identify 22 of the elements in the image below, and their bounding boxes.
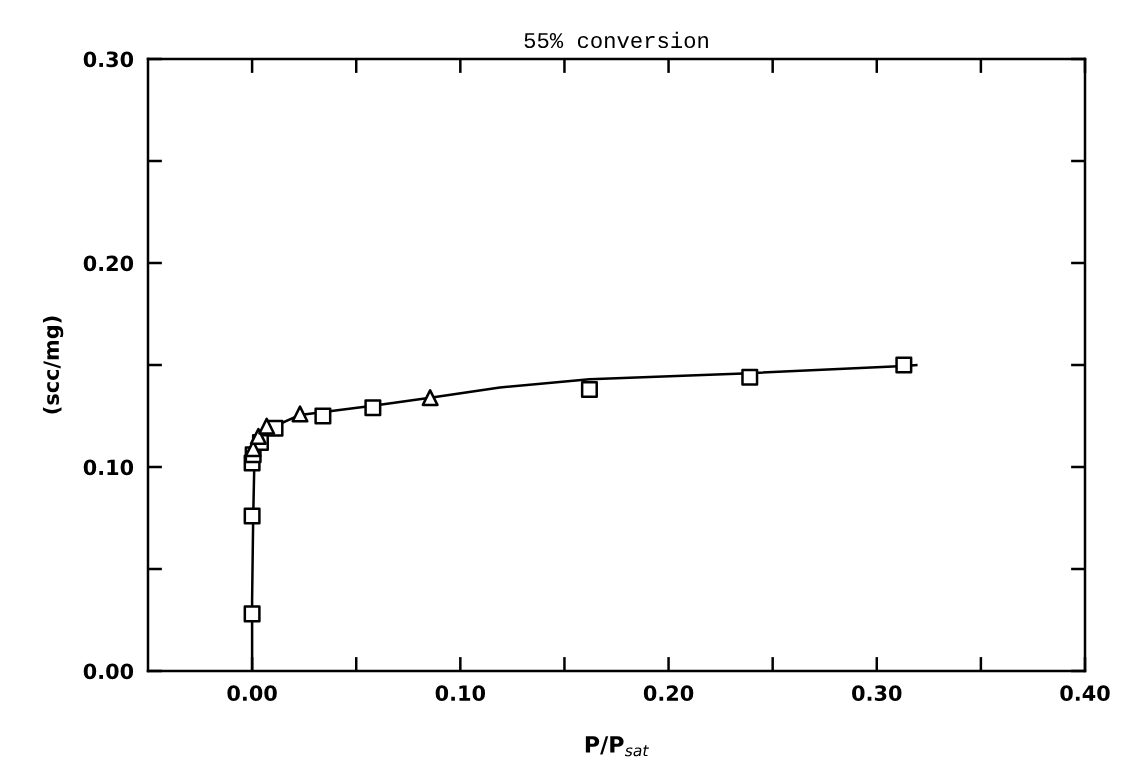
x-tick-label: 0.10 <box>435 685 486 702</box>
y-tick-label: 0.10 <box>83 459 134 476</box>
point <box>895 356 913 374</box>
point <box>243 507 261 525</box>
x-tick-label: 0.30 <box>852 685 902 702</box>
point <box>364 399 382 417</box>
y-tick-label: 0.20 <box>83 255 134 272</box>
point <box>421 389 439 407</box>
x-tick-label: 0.20 <box>643 685 694 702</box>
y-tick-label: 0.30 <box>83 51 134 68</box>
y-tick-label: 0.00 <box>83 663 134 680</box>
point <box>741 368 759 386</box>
x-axis-title: P/P$_{sat}$ <box>585 736 649 757</box>
x-tick-label: 0.40 <box>1060 685 1110 702</box>
y-axis-title: (scc/mg) <box>42 316 64 414</box>
x-tick-label: 0.00 <box>227 685 277 702</box>
point <box>243 605 261 623</box>
point <box>258 417 276 435</box>
point <box>314 407 332 425</box>
point <box>580 380 598 399</box>
point <box>291 405 309 423</box>
chart-title: 55% conversion <box>524 31 708 49</box>
